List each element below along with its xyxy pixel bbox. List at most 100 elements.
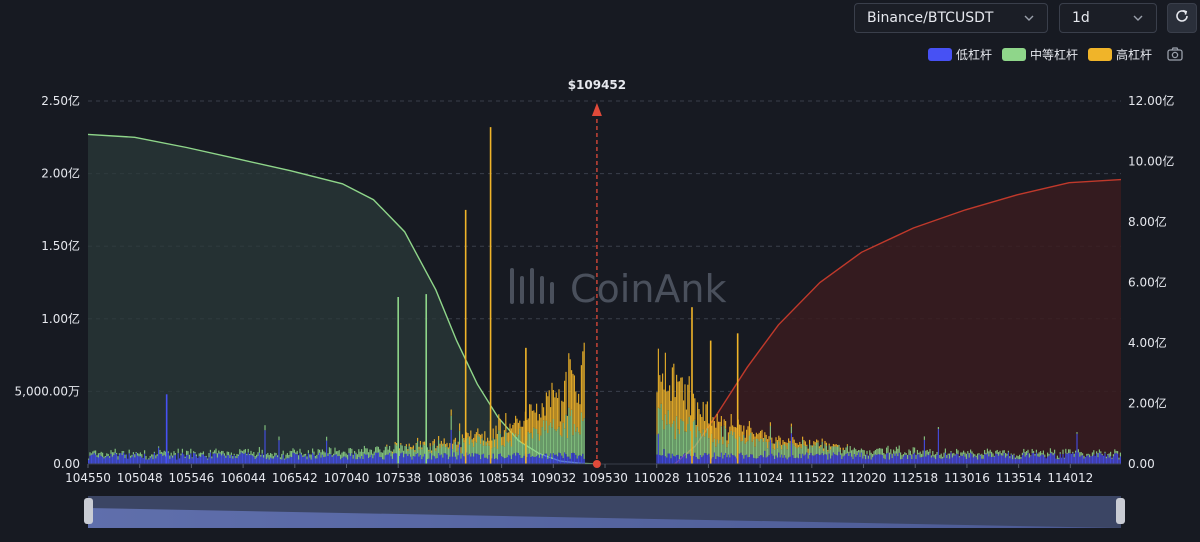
bar-low — [863, 456, 865, 464]
bar-low — [390, 456, 392, 464]
bar-medium — [172, 455, 174, 458]
bar-low — [750, 454, 752, 464]
bar-low — [744, 455, 746, 464]
bar-low — [130, 457, 132, 464]
bar-medium — [298, 455, 300, 460]
legend-item-high[interactable]: 高杠杆 — [1087, 46, 1152, 63]
bar-medium — [1104, 451, 1106, 454]
bar-high — [732, 425, 734, 436]
bar-medium — [313, 451, 315, 455]
bar-high — [688, 376, 690, 417]
bar-high — [424, 441, 426, 446]
bar-low — [454, 456, 456, 464]
bar-medium — [327, 453, 329, 457]
bar-medium — [193, 451, 195, 453]
bar-low — [403, 457, 405, 464]
bar-low — [214, 453, 216, 464]
bar-low — [713, 452, 715, 464]
bar-low — [278, 440, 280, 464]
bar-high — [828, 443, 830, 446]
bar-low — [827, 459, 829, 464]
bar-low — [760, 455, 762, 464]
bar-medium — [732, 435, 734, 456]
bar-high — [474, 434, 476, 442]
bar-medium — [671, 423, 673, 454]
bar-medium — [575, 431, 577, 455]
bar-medium — [797, 447, 799, 459]
bar-medium — [1089, 454, 1091, 458]
bar-medium — [278, 436, 280, 441]
bar-medium — [566, 438, 568, 457]
bar-low — [510, 459, 512, 464]
bar-medium — [341, 452, 343, 459]
navigator-handle-right[interactable] — [1116, 498, 1125, 524]
bar-medium — [1000, 453, 1002, 456]
bar-medium — [1024, 452, 1026, 457]
bar-high — [821, 438, 823, 442]
x-tick-label: 109032 — [530, 471, 576, 485]
bar-low — [856, 455, 858, 464]
x-tick-label: 112020 — [841, 471, 887, 485]
range-navigator[interactable] — [84, 496, 1125, 528]
bar-high — [417, 437, 419, 442]
bar-low — [230, 454, 232, 464]
bar-medium — [677, 429, 679, 455]
navigator-selection[interactable] — [88, 496, 1121, 528]
bar-low — [236, 458, 238, 464]
legend-item-low[interactable]: 低杠杆 — [927, 46, 992, 63]
bar-medium — [946, 454, 948, 459]
navigator-handle-left[interactable] — [84, 498, 93, 524]
bar-low — [1094, 455, 1096, 464]
bar-medium — [516, 436, 518, 453]
bar-low — [506, 457, 508, 464]
bar-medium — [943, 452, 945, 458]
bar-low — [929, 453, 931, 464]
bar-low — [865, 459, 867, 464]
bar-low — [811, 455, 813, 464]
bar-low — [1034, 455, 1036, 464]
exchange-select[interactable]: Binance/BTCUSDT — [854, 3, 1048, 33]
bar-low — [755, 458, 757, 464]
bar-medium — [806, 446, 808, 453]
bar-high — [433, 439, 435, 444]
bar-high — [557, 397, 559, 430]
bar-medium — [383, 450, 385, 460]
bar-low — [305, 455, 307, 464]
bar-low — [363, 453, 365, 464]
legend-item-medium[interactable]: 中等杠杆 — [1001, 46, 1078, 63]
bar-medium — [690, 430, 692, 456]
bar-medium — [284, 458, 286, 460]
bar-medium — [890, 449, 892, 455]
bar-high — [492, 428, 494, 439]
bar-medium — [779, 445, 781, 458]
interval-select[interactable]: 1d — [1059, 3, 1157, 33]
bar-medium — [824, 444, 826, 455]
bar-low — [664, 456, 666, 464]
bar-high — [699, 414, 701, 434]
bar-medium — [534, 428, 536, 457]
bar-medium — [758, 441, 760, 457]
bar-high — [435, 448, 437, 451]
bar-low — [869, 455, 871, 464]
bar-medium — [869, 450, 871, 456]
bar-medium — [219, 452, 221, 454]
bar-medium — [996, 449, 998, 455]
bar-high — [720, 416, 722, 427]
bar-low — [250, 454, 252, 464]
bar-low — [753, 457, 755, 464]
bar-low — [564, 452, 566, 464]
bar-low — [775, 455, 777, 464]
camera-icon[interactable] — [1166, 45, 1184, 63]
bar-medium — [781, 449, 783, 455]
bar-low — [212, 453, 214, 464]
bar-medium — [89, 452, 91, 456]
bar-medium — [95, 450, 97, 455]
refresh-button[interactable] — [1167, 3, 1197, 33]
bar-medium — [783, 443, 785, 456]
bar-high — [758, 432, 760, 442]
bar-medium — [768, 441, 770, 456]
bar-medium — [218, 450, 220, 454]
bar-low — [271, 458, 273, 464]
bar-medium — [711, 433, 713, 459]
bar-high — [817, 440, 819, 443]
